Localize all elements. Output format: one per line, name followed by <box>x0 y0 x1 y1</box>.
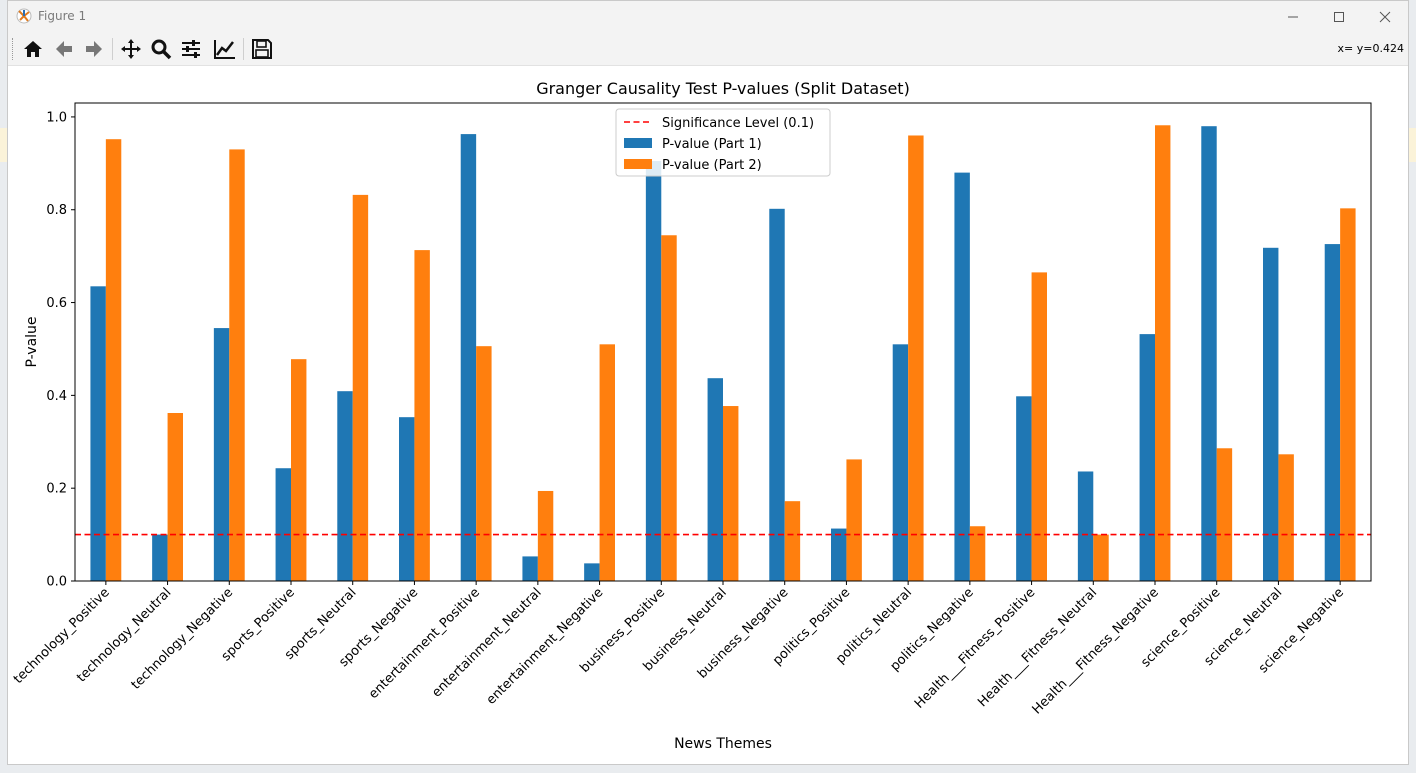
bar-2 <box>846 459 862 581</box>
subplots-button[interactable] <box>178 36 204 62</box>
x-tick-label: technology_Negative <box>129 585 237 693</box>
back-button[interactable] <box>51 36 77 62</box>
bar-2 <box>291 359 307 581</box>
bar-1 <box>213 328 230 581</box>
bar-2 <box>414 250 430 582</box>
maximize-button[interactable] <box>1316 1 1362 32</box>
figure-window: Figure 1 <box>7 0 1409 765</box>
bar-2 <box>723 406 739 581</box>
toolbar-separator <box>243 38 244 60</box>
home-button[interactable] <box>20 36 46 62</box>
bar-1 <box>460 134 477 581</box>
legend-swatch <box>624 138 652 148</box>
y-axis-label: P-value <box>24 316 40 367</box>
bar-1 <box>1201 126 1217 581</box>
y-tick-label: 1.0 <box>46 110 67 125</box>
chart-title: Granger Causality Test P-values (Split D… <box>536 79 910 98</box>
bar-chart[interactable]: 0.00.20.40.60.81.0technology_Positivetec… <box>8 66 1408 764</box>
legend-label: Significance Level (0.1) <box>662 116 814 131</box>
bar-2 <box>229 149 245 581</box>
bar-2 <box>1340 208 1356 581</box>
forward-button[interactable] <box>81 36 107 62</box>
y-tick-label: 0.6 <box>46 296 67 311</box>
background-strip <box>1409 128 1416 162</box>
bar-1 <box>1077 471 1094 581</box>
bar-2 <box>784 501 801 581</box>
x-tick-label: Health___Fitness_Neutral <box>975 585 1100 710</box>
bar-2 <box>167 413 183 581</box>
bar-1 <box>707 378 723 581</box>
toolbar-grip <box>12 38 17 60</box>
minimize-button[interactable] <box>1270 1 1316 32</box>
legend-swatch <box>624 159 652 169</box>
x-tick-label: Health___Fitness_Positive <box>912 585 1038 711</box>
pan-icon <box>121 39 141 59</box>
bar-2 <box>1031 272 1047 581</box>
cursor-coordinates: x= y=0.424 <box>1337 42 1404 55</box>
bar-2 <box>1093 534 1109 581</box>
y-tick-label: 0.0 <box>46 575 67 590</box>
matplotlib-icon <box>16 8 32 24</box>
toolbar-separator <box>112 38 113 60</box>
bar-2 <box>1216 448 1233 581</box>
bar-1 <box>522 556 538 581</box>
edit-axis-button[interactable] <box>212 36 238 62</box>
bar-1 <box>1139 334 1155 581</box>
bar-1 <box>831 528 847 581</box>
y-tick-label: 0.2 <box>46 482 67 497</box>
x-axis-label: News Themes <box>674 736 772 752</box>
bar-1 <box>892 344 909 581</box>
close-button[interactable] <box>1362 1 1408 32</box>
y-tick-label: 0.8 <box>46 203 67 218</box>
x-tick-label: entertainment_Negative <box>484 585 607 708</box>
legend-box <box>615 108 831 177</box>
minimize-icon <box>1288 16 1298 17</box>
subplots-icon <box>182 40 200 58</box>
window-title: Figure 1 <box>38 9 87 23</box>
zoom-icon <box>151 39 172 60</box>
bar-1 <box>954 172 970 582</box>
bar-2 <box>476 346 492 581</box>
navigation-toolbar: x= y=0.424 <box>8 32 1408 66</box>
bar-1 <box>1263 247 1279 581</box>
bar-2 <box>599 344 615 581</box>
bar-1 <box>584 563 600 581</box>
edit-axis-icon <box>214 40 235 59</box>
x-tick-label: entertainment_Neutral <box>429 585 544 700</box>
bar-1 <box>275 468 291 581</box>
bar-2 <box>352 194 369 581</box>
back-icon <box>56 41 72 57</box>
background-strip <box>0 128 7 162</box>
bar-2 <box>105 139 122 581</box>
x-tick-label: Health___Fitness_Negative <box>1030 585 1162 717</box>
bar-1 <box>1324 244 1341 582</box>
bar-1 <box>1016 396 1032 581</box>
bar-2 <box>908 135 924 581</box>
forward-icon <box>86 41 102 57</box>
x-tick-label: entertainment_Positive <box>366 585 483 702</box>
bar-2 <box>661 235 677 581</box>
title-bar: Figure 1 <box>8 1 1408 32</box>
maximize-icon <box>1334 11 1344 22</box>
bar-1 <box>645 161 662 581</box>
legend-label: P-value (Part 2) <box>662 158 762 173</box>
bar-2 <box>537 490 554 581</box>
bar-1 <box>337 391 353 581</box>
save-icon <box>252 39 272 59</box>
bar-1 <box>152 534 168 581</box>
close-icon <box>1379 11 1391 22</box>
save-button[interactable] <box>249 36 275 62</box>
bar-2 <box>1155 125 1171 581</box>
bar-1 <box>399 417 415 581</box>
y-tick-label: 0.4 <box>46 389 67 404</box>
home-icon <box>24 41 42 57</box>
legend-label: P-value (Part 1) <box>662 137 762 152</box>
pan-button[interactable] <box>118 36 144 62</box>
zoom-button[interactable] <box>148 36 174 62</box>
bar-1 <box>90 286 106 581</box>
bar-2 <box>1278 454 1294 581</box>
bar-1 <box>769 208 785 582</box>
bar-2 <box>969 526 986 581</box>
